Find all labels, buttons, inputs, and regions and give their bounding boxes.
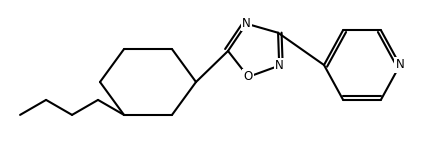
Text: O: O <box>244 70 253 83</box>
Text: N: N <box>275 59 283 72</box>
Text: N: N <box>242 17 251 30</box>
Text: N: N <box>395 59 404 72</box>
